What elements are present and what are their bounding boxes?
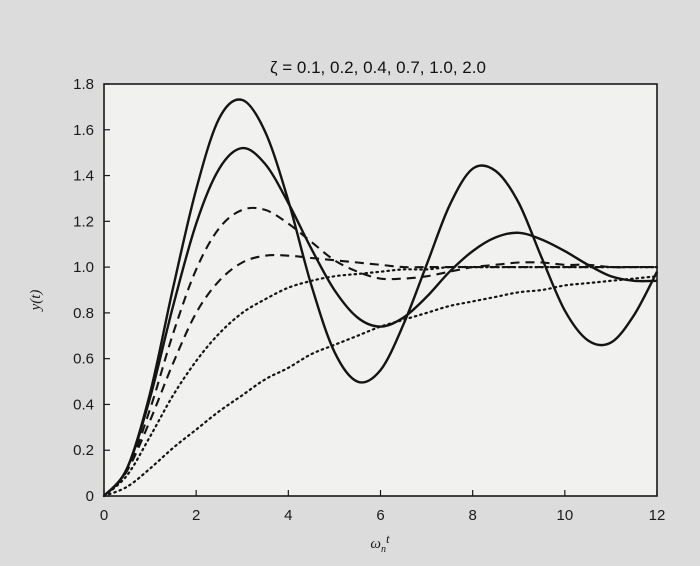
y-tick-label: 0.6 (73, 351, 94, 368)
y-tick-label: 1.2 (73, 213, 94, 230)
x-axis-label: ωnt (370, 531, 390, 555)
x-axis-ticks: 0 2 4 6 8 10 12 (100, 490, 666, 524)
y-tick-label: 0.4 (73, 396, 94, 413)
y-tick-label: 0 (86, 488, 94, 505)
x-tick-label: 12 (649, 507, 666, 524)
series-line-zeta-2 (102, 275, 659, 498)
x-tick-label: 0 (100, 507, 108, 524)
x-axis-label-sub: n (381, 544, 386, 555)
series-lines (102, 98, 659, 498)
x-tick-label: 8 (468, 507, 476, 524)
series-line-zeta-0-2 (103, 146, 658, 497)
x-tick-label: 2 (192, 507, 200, 524)
x-tick-label: 6 (376, 507, 384, 524)
y-tick-label: 1.6 (73, 122, 94, 139)
x-axis-label-main: ω (370, 536, 381, 552)
y-axis-ticks: 0 0.2 0.4 0.6 0.8 1.0 1.2 1.4 1.6 1.8 (73, 76, 110, 505)
series-line-zeta-0-1 (103, 98, 659, 497)
plot-area (103, 83, 658, 497)
y-tick-label: 1.0 (73, 259, 94, 276)
y-tick-label: 0.2 (73, 442, 94, 459)
series-line-zeta-1 (102, 265, 659, 498)
y-tick-label: 1.8 (73, 76, 94, 93)
y-axis-label: y(t) (28, 290, 44, 313)
y-tick-label: 1.4 (73, 168, 94, 185)
x-tick-label: 10 (556, 507, 573, 524)
x-tick-label: 4 (284, 507, 292, 524)
chart-title: ζ = 0.1, 0.2, 0.4, 0.7, 1.0, 2.0 (270, 58, 486, 77)
x-axis-label-end: t (386, 531, 390, 546)
series-line-zeta-0-4 (103, 206, 657, 497)
y-tick-label: 0.8 (73, 305, 94, 322)
